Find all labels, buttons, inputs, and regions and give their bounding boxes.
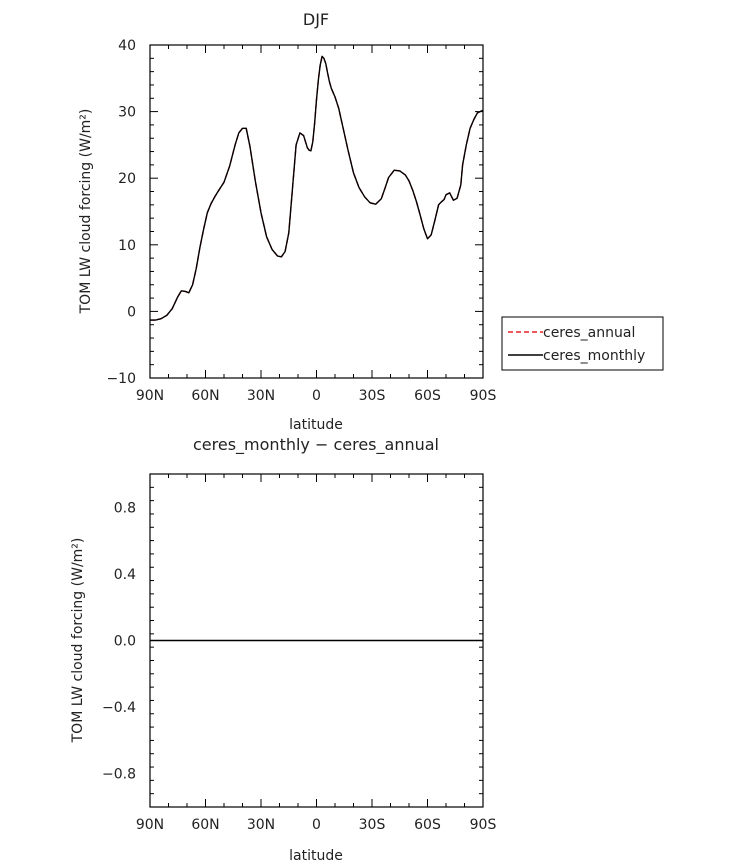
top-y-tick-label: −10	[106, 371, 136, 387]
bottom-y-tick-label: −0.8	[102, 767, 136, 783]
top-x-tick-label: 90N	[136, 388, 164, 404]
top-y-tick-label: 40	[118, 38, 136, 54]
bottom-x-tick-label: 60S	[414, 817, 441, 833]
top-x-tick-label: 30N	[247, 388, 275, 404]
top-y-tick-labels: −10 0 10 20 30 40	[106, 38, 136, 387]
bottom-y-tick-label: 0.8	[114, 500, 136, 516]
top-y-tick-label: 30	[118, 105, 136, 121]
top-x-axis-label: latitude	[289, 417, 343, 433]
top-y-axis-label: TOM LW cloud forcing (W/m²)	[78, 109, 94, 315]
bottom-x-axis-label: latitude	[289, 848, 343, 864]
top-x-tick-label: 60S	[414, 388, 441, 404]
top-x-tick-labels: 90N 60N 30N 0 30S 60S 90S	[136, 388, 497, 404]
bottom-y-tick-label: 0.4	[114, 567, 136, 583]
top-panel-title: DJF	[303, 10, 329, 29]
bottom-y-tick-label: 0.0	[114, 634, 136, 650]
bottom-x-tick-labels: 90N 60N 30N 0 30S 60S 90S	[136, 817, 497, 833]
bottom-x-tick-label: 60N	[191, 817, 219, 833]
legend-label-ceres-annual: ceres_annual	[543, 325, 635, 341]
top-x-tick-label: 90S	[470, 388, 497, 404]
top-x-tick-label: 30S	[359, 388, 386, 404]
legend: ceres_annual ceres_monthly	[501, 316, 664, 371]
bottom-plot-frame	[149, 473, 484, 808]
bottom-x-tick-label: 0	[312, 817, 321, 833]
djf-panel: DJF 90N 60N 30N 0 30S 60S 90S −10 0 10 20 30 40 lat…	[78, 10, 496, 433]
bottom-x-tick-label: 90S	[470, 817, 497, 833]
bottom-y-tick-labels: −0.8 −0.4 0.0 0.4 0.8	[102, 500, 136, 782]
bottom-y-tick-label: −0.4	[102, 700, 136, 716]
bottom-x-tick-label: 30S	[359, 817, 386, 833]
bottom-x-tick-label: 30N	[247, 817, 275, 833]
bottom-panel-title: ceres_monthly − ceres_annual	[193, 435, 439, 455]
legend-label-ceres-monthly: ceres_monthly	[543, 348, 645, 364]
top-y-tick-label: 20	[118, 171, 136, 187]
bottom-y-axis-label: TOM LW cloud forcing (W/m²)	[70, 538, 86, 744]
bottom-panel-ticks	[149, 473, 484, 808]
top-panel-lines	[150, 55, 484, 321]
top-series-line-ceres-monthly	[150, 55, 484, 321]
top-x-tick-label: 0	[312, 388, 321, 404]
bottom-x-tick-label: 90N	[136, 817, 164, 833]
legend-box	[501, 316, 664, 371]
top-y-tick-label: 0	[127, 304, 136, 320]
top-x-tick-label: 60N	[191, 388, 219, 404]
top-plot-frame	[149, 44, 484, 379]
top-y-tick-label: 10	[118, 238, 136, 254]
difference-panel: ceres_monthly − ceres_annual 90N 60N 30N 0 3…	[70, 435, 496, 864]
